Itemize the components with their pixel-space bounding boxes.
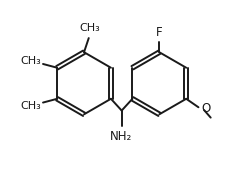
Text: CH₃: CH₃ — [79, 23, 100, 33]
Text: F: F — [156, 26, 163, 39]
Text: O: O — [202, 102, 211, 115]
Text: CH₃: CH₃ — [20, 101, 41, 111]
Text: NH₂: NH₂ — [110, 130, 132, 143]
Text: CH₃: CH₃ — [20, 56, 41, 66]
